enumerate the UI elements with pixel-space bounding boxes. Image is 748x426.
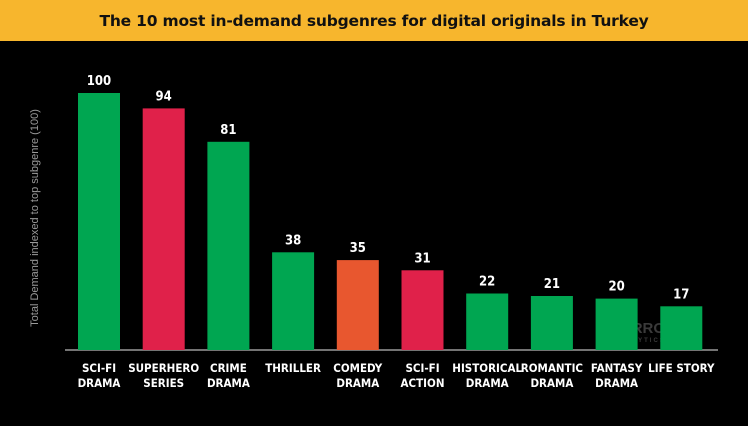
bars <box>78 93 703 351</box>
y-axis-label: Total Demand indexed to top subgenre (10… <box>29 109 41 327</box>
bar-2 <box>207 141 250 350</box>
bar-1 <box>142 108 185 351</box>
bar-7 <box>530 296 573 350</box>
value-label-4: 35 <box>350 241 366 256</box>
category-label-6: HISTORICAL DRAMA <box>452 361 522 390</box>
chart-header: The 10 most in-demand subgenres for digi… <box>0 0 748 41</box>
value-label-7: 21 <box>544 277 560 292</box>
category-label-5: SCI-FI ACTION <box>401 361 445 390</box>
value-label-0: 100 <box>87 74 111 89</box>
chart-title: The 10 most in-demand subgenres for digi… <box>99 11 649 30</box>
category-label-3: THRILLER <box>265 361 321 375</box>
category-label-7: ROMANTIC DRAMA <box>521 361 583 390</box>
value-label-1: 94 <box>156 89 172 104</box>
bar-6 <box>466 293 509 350</box>
value-label-2: 81 <box>220 123 236 138</box>
value-label-9: 17 <box>673 287 689 302</box>
category-label-0: SCI-FI DRAMA <box>78 361 121 390</box>
watermark-sub: ANALYTICS <box>614 338 666 344</box>
category-label-1: SUPERHERO SERIES <box>128 361 199 390</box>
category-label-8: FANTASY DRAMA <box>591 361 643 390</box>
value-label-3: 38 <box>285 233 301 248</box>
value-label-5: 31 <box>414 251 430 266</box>
value-label-6: 22 <box>479 275 495 290</box>
bar-9 <box>660 306 703 350</box>
value-label-8: 20 <box>608 280 624 295</box>
bar-4 <box>336 260 379 350</box>
bar-3 <box>272 252 315 350</box>
bar-8 <box>595 298 638 350</box>
value-labels: 100 94 81 38 35 31 22 21 20 17 <box>87 74 690 302</box>
bar-chart: PARROT ANALYTICS Total Demand indexed to… <box>29 74 718 390</box>
category-label-9: LIFE STORY <box>648 361 715 375</box>
category-label-4: COMEDY DRAMA <box>333 361 383 390</box>
bar-0 <box>78 93 120 350</box>
bar-5 <box>401 270 444 350</box>
category-label-2: CRIME DRAMA <box>207 361 250 390</box>
